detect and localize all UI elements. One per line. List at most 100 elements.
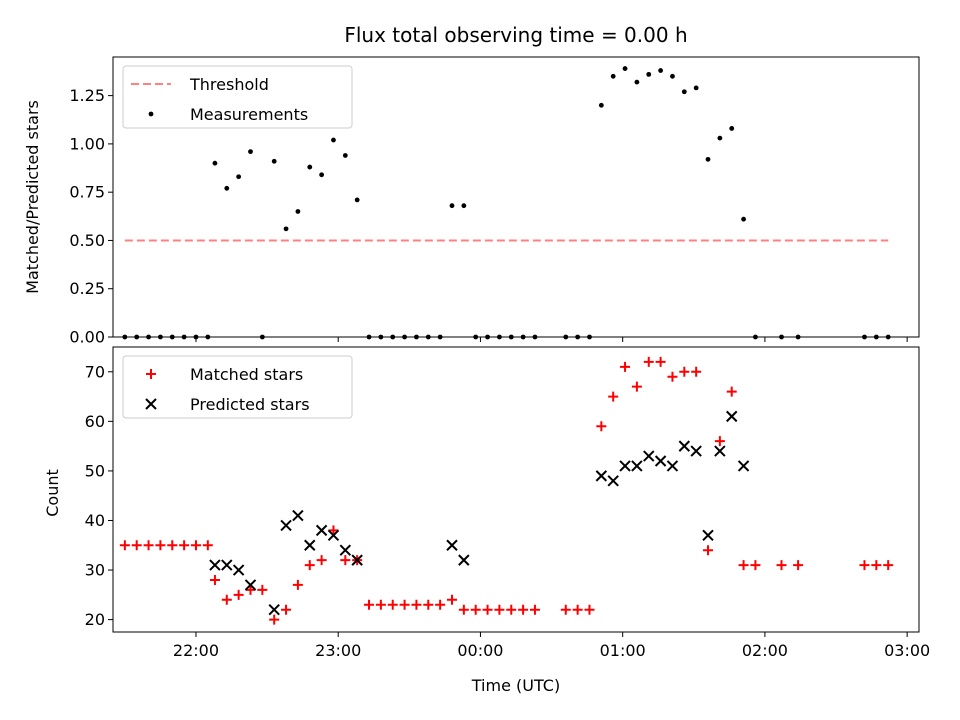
matched-stars-point xyxy=(859,560,870,571)
predicted-stars-point xyxy=(268,603,280,616)
matched-stars-point xyxy=(738,560,749,571)
legend-label: Threshold xyxy=(189,75,269,94)
matched-stars-point xyxy=(793,560,804,571)
measurement-point xyxy=(307,164,313,170)
matched-stars-point xyxy=(167,540,178,551)
measurement-point xyxy=(331,137,336,143)
measurement-point xyxy=(693,85,699,91)
legend-box xyxy=(122,65,353,129)
matched-stars-point xyxy=(608,391,619,402)
legend-label: Measurements xyxy=(190,105,308,124)
x-tick-label: 01:00 xyxy=(600,641,646,660)
matched-stars-point xyxy=(292,579,303,590)
y-tick-label: 0.00 xyxy=(69,328,105,347)
predicted-stars-point xyxy=(654,455,667,467)
matched-stars-point xyxy=(387,599,398,610)
matched-stars-point xyxy=(714,436,725,447)
matched-stars-point xyxy=(119,540,130,551)
matched-stars-point xyxy=(584,604,595,615)
measurement-point xyxy=(634,79,640,85)
matched-stars-point xyxy=(750,560,761,571)
measurement-point xyxy=(646,71,652,77)
matched-stars-point xyxy=(529,604,540,615)
y-tick-label: 1.00 xyxy=(69,134,105,153)
predicted-stars-point xyxy=(643,450,655,462)
measurement-point xyxy=(342,153,348,158)
predicted-stars-point xyxy=(221,559,233,571)
top-panel: 0.00 0.25 0.50 0.75 1.00 1.25 Threshold Measure… xyxy=(69,56,920,347)
matched-stars-point xyxy=(871,560,882,571)
legend-label: Predicted stars xyxy=(190,395,310,414)
matched-stars-point xyxy=(328,525,339,536)
predicted-stars-point xyxy=(315,524,328,537)
x-tick-label: 23:00 xyxy=(315,641,361,660)
measurement-point xyxy=(741,216,746,222)
y-tick-label: 0.75 xyxy=(69,183,105,202)
matched-stars-point xyxy=(643,356,654,367)
matched-stars-point xyxy=(269,614,280,625)
predicted-stars-point xyxy=(737,460,750,472)
predicted-stars-point xyxy=(327,529,340,542)
predicted-stars-point xyxy=(458,554,470,566)
measurement-point xyxy=(354,197,360,203)
y-tick-label: 0.50 xyxy=(69,231,105,250)
matched-stars-point xyxy=(281,604,292,615)
matched-stars-point xyxy=(679,366,690,377)
matched-stars-point xyxy=(233,589,244,600)
matched-stars-point xyxy=(518,604,529,615)
legend-matched-swatch xyxy=(146,369,156,379)
matched-stars-point xyxy=(340,555,351,566)
measurement-point xyxy=(319,172,325,178)
measurement-point xyxy=(670,73,675,79)
measurement-point xyxy=(248,149,253,155)
measurement-point xyxy=(295,209,301,214)
predicted-stars-point xyxy=(244,579,257,591)
predicted-stars-point xyxy=(232,564,245,576)
matched-stars-point xyxy=(245,584,256,595)
predicted-stars-point xyxy=(280,519,292,532)
matched-stars-point xyxy=(143,540,154,551)
axes-frame xyxy=(112,56,920,338)
legend-box xyxy=(122,355,353,419)
matched-stars-point xyxy=(506,604,517,615)
predicted-stars-point xyxy=(690,445,702,457)
matched-stars-point xyxy=(776,560,787,571)
matched-stars-point xyxy=(631,381,642,392)
matched-stars-point xyxy=(446,594,457,605)
measurement-point xyxy=(236,174,242,180)
predicted-stars-point xyxy=(595,470,608,482)
matched-stars-point xyxy=(560,604,571,615)
matched-stars-point xyxy=(190,540,201,551)
predicted-stars-point xyxy=(304,539,316,551)
measurement-point xyxy=(658,68,664,73)
y-tick-label: 60 xyxy=(85,412,105,431)
legend: Threshold Measurements xyxy=(122,65,353,129)
matched-stars-point xyxy=(221,594,232,605)
matched-stars-point xyxy=(316,555,327,566)
matched-stars-point xyxy=(620,361,631,372)
y-tick-label: 0.25 xyxy=(69,279,105,298)
measurement-point xyxy=(729,126,735,131)
matched-stars-point xyxy=(726,386,737,397)
predicted-stars-point xyxy=(619,460,631,472)
measurement-point xyxy=(598,102,604,108)
matched-stars-point xyxy=(257,584,268,595)
y-tick-label: 70 xyxy=(85,362,105,381)
matched-stars-point xyxy=(202,540,213,551)
matched-stars-point xyxy=(179,540,190,551)
matched-stars-point xyxy=(482,604,493,615)
x-tick-label: 02:00 xyxy=(742,641,788,660)
matched-stars-point xyxy=(458,604,469,615)
legend-predicted-swatch xyxy=(145,398,157,410)
matched-stars-point xyxy=(667,371,678,382)
top-y-axis-label: Matched/Predicted stars xyxy=(23,100,42,294)
matched-stars-point xyxy=(411,599,422,610)
chart-title: Flux total observing time = 0.00 h xyxy=(344,23,687,47)
measurement-point xyxy=(610,73,616,79)
matched-stars-point xyxy=(470,604,481,615)
predicted-stars-point xyxy=(607,475,619,487)
measurement-point xyxy=(622,66,628,71)
x-tick-label: 22:00 xyxy=(173,641,219,660)
predicted-stars-point xyxy=(292,509,304,522)
